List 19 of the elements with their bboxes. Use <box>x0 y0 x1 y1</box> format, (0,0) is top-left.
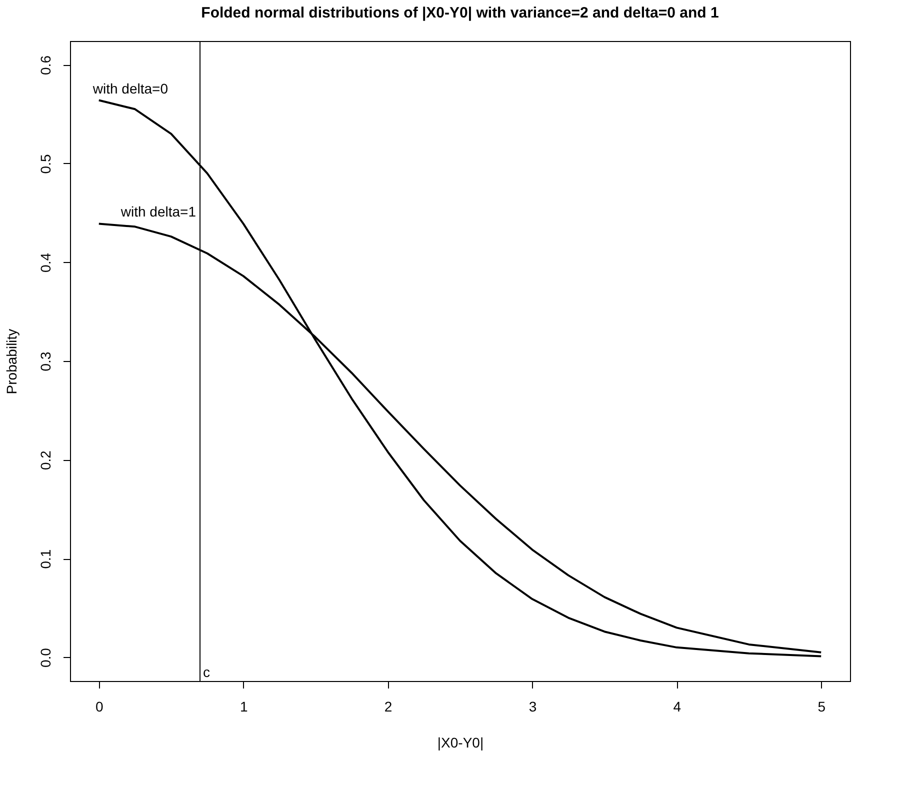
y-axis-title: Probability <box>4 328 20 394</box>
x-tick-label: 1 <box>240 698 248 714</box>
y-tick-label: 0.0 <box>38 648 54 668</box>
x-axis-title: |X0-Y0| <box>437 734 484 750</box>
ref-line-label: c <box>203 664 210 680</box>
x-tick-label: 3 <box>528 698 537 714</box>
x-tick-label: 2 <box>384 698 392 714</box>
series-label: with delta=0 <box>92 80 168 96</box>
chart-title: Folded normal distributions of |X0-Y0| with variance=2 and delta=0 and 1 <box>201 4 719 22</box>
x-tick-label: 0 <box>95 698 104 714</box>
y-tick-label: 0.3 <box>38 352 54 372</box>
x-tick-label: 5 <box>818 698 826 714</box>
y-tick-label: 0.6 <box>38 55 54 75</box>
x-tick-label: 4 <box>673 698 682 714</box>
series-label: with delta=1 <box>120 204 196 220</box>
y-tick-label: 0.2 <box>38 450 54 470</box>
y-tick-label: 0.4 <box>38 252 54 272</box>
y-tick-label: 0.5 <box>38 154 54 174</box>
y-tick-label: 0.1 <box>38 549 54 569</box>
